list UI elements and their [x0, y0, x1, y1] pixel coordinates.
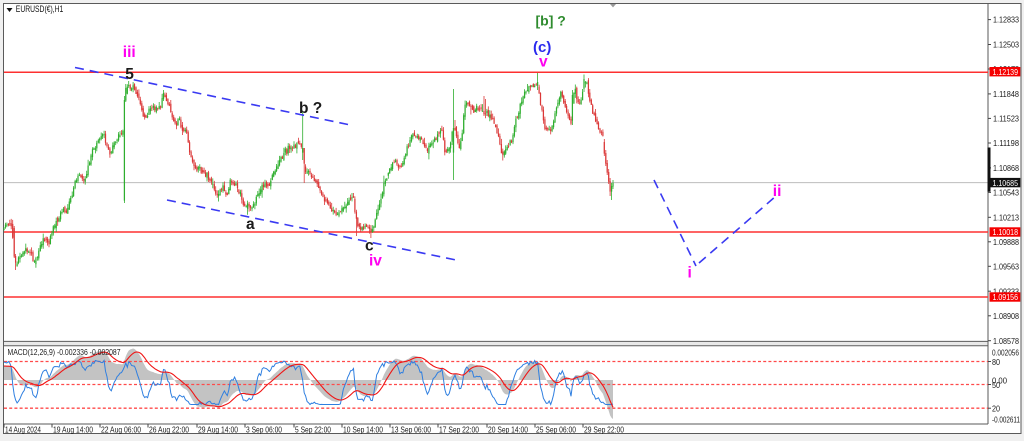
svg-text:26 Aug 22:00: 26 Aug 22:00 [149, 425, 189, 435]
svg-text:1.08578: 1.08578 [993, 336, 1019, 346]
svg-text:1.10868: 1.10868 [993, 163, 1019, 173]
svg-text:iii: iii [123, 44, 136, 61]
svg-text:v: v [539, 53, 548, 70]
svg-text:13 Sep 06:00: 13 Sep 06:00 [391, 425, 431, 435]
svg-text:1.11198: 1.11198 [993, 138, 1019, 148]
svg-text:i: i [688, 265, 692, 282]
svg-text:a: a [246, 216, 255, 233]
svg-text:1.09156: 1.09156 [993, 292, 1019, 302]
svg-text:1.11848: 1.11848 [993, 89, 1019, 99]
svg-text:17 Sep 22:00: 17 Sep 22:00 [439, 425, 479, 435]
svg-text:b ?: b ? [299, 100, 322, 117]
svg-text:1.09233: 1.09233 [993, 286, 1019, 296]
svg-text:-0.002611: -0.002611 [992, 415, 1020, 425]
svg-text:ii: ii [773, 183, 782, 200]
svg-text:25 Sep 06:00: 25 Sep 06:00 [536, 425, 576, 435]
svg-text:iv: iv [369, 252, 382, 269]
svg-text:1.10543: 1.10543 [993, 188, 1019, 198]
svg-text:c: c [365, 238, 374, 255]
svg-text:1.12833: 1.12833 [993, 15, 1019, 25]
svg-text:1.11523: 1.11523 [993, 114, 1019, 124]
svg-text:14 Aug 2024: 14 Aug 2024 [5, 425, 41, 435]
svg-text:1.12139: 1.12139 [993, 67, 1019, 77]
svg-text:80: 80 [992, 357, 1000, 367]
svg-text:1.09888: 1.09888 [993, 237, 1019, 247]
svg-text:19 Aug 14:00: 19 Aug 14:00 [53, 425, 93, 435]
svg-text:50: 50 [992, 380, 1000, 390]
svg-text:5 Sep 22:00: 5 Sep 22:00 [295, 425, 331, 435]
svg-text:1.08908: 1.08908 [993, 311, 1019, 321]
svg-text:0.00: 0.00 [992, 376, 1007, 386]
svg-text:0.002056: 0.002056 [992, 347, 1019, 357]
svg-text:29 Aug 14:00: 29 Aug 14:00 [198, 425, 238, 435]
svg-text:1.09563: 1.09563 [993, 261, 1019, 271]
svg-text:29 Sep 22:00: 29 Sep 22:00 [584, 425, 624, 435]
svg-text:(c): (c) [533, 39, 551, 56]
svg-text:5: 5 [125, 66, 134, 83]
svg-text:1.12503: 1.12503 [993, 40, 1019, 50]
svg-text:1.10685: 1.10685 [993, 178, 1019, 188]
svg-text:22 Aug 06:00: 22 Aug 06:00 [101, 425, 141, 435]
svg-text:10 Sep 14:00: 10 Sep 14:00 [343, 425, 383, 435]
svg-text:1.10018: 1.10018 [993, 227, 1019, 237]
svg-text:EURUSD(€),H1: EURUSD(€),H1 [16, 4, 64, 14]
svg-text:3 Sep 06:00: 3 Sep 06:00 [246, 425, 282, 435]
svg-text:20: 20 [992, 404, 1000, 414]
svg-text:20 Sep 14:00: 20 Sep 14:00 [488, 425, 528, 435]
svg-text:[b] ?: [b] ? [536, 13, 566, 29]
svg-text:1.10213: 1.10213 [993, 212, 1019, 222]
svg-text:MACD(12,26,9) -0.002336 -0.002: MACD(12,26,9) -0.002336 -0.002087 [8, 347, 121, 357]
